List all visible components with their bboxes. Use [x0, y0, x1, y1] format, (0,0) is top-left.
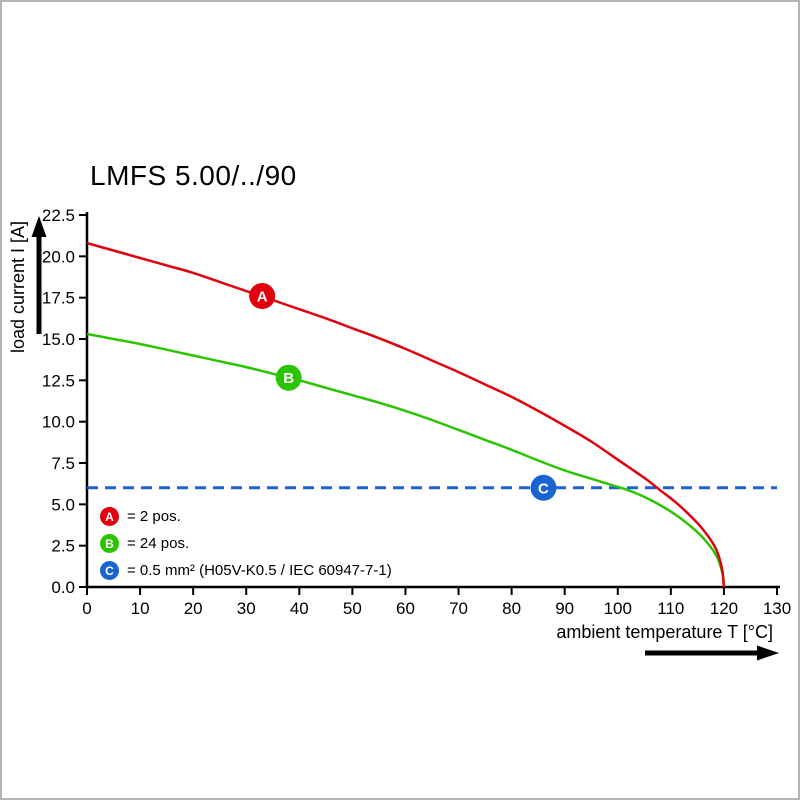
legend-row-c: C = 0.5 mm² (H05V-K0.5 / IEC 60947-7-1): [100, 557, 392, 584]
x-tick-label: 40: [290, 599, 309, 618]
series-c-badge-icon: C: [100, 561, 119, 580]
chart-title: LMFS 5.00/../90: [90, 160, 297, 191]
plot-area: 0 10 20 30 40 50 60 70 80 90 100 110 120 130 0.0 2.5 5.0…: [42, 206, 791, 618]
y-axis-arrow-icon: [31, 216, 47, 334]
curve-marker-A: A: [249, 283, 276, 310]
y-tick-label: 15.0: [42, 330, 75, 349]
legend-row-b-label: = 24 pos.: [127, 535, 190, 552]
x-tick-label: 50: [343, 599, 362, 618]
svg-text:C: C: [538, 480, 549, 497]
curve-marker-C: C: [530, 474, 557, 501]
x-tick-label: 60: [396, 599, 415, 618]
x-tick-label: 120: [710, 599, 738, 618]
x-tick-label: 130: [763, 599, 791, 618]
y-tick-label: 17.5: [42, 289, 75, 308]
y-tick-label: 20.0: [42, 247, 75, 266]
y-tick-label: 12.5: [42, 371, 75, 390]
y-tick-label: 5.0: [51, 495, 75, 514]
x-tick-label: 110: [657, 599, 684, 618]
legend-row-a: A = 2 pos.: [100, 503, 392, 530]
y-tick-label: 10.0: [42, 413, 75, 432]
legend-row-b: B = 24 pos.: [100, 530, 392, 557]
curve-B: [86, 332, 726, 588]
x-tick-label: 20: [184, 599, 203, 618]
x-tick-label: 10: [131, 599, 150, 618]
x-axis-arrow-icon: [645, 645, 779, 661]
axis-ticks: 0 10 20 30 40 50 60 70 80 90 100 110 120 130 0.0 2.5 5.0…: [42, 206, 791, 618]
chart-legend: A = 2 pos. B = 24 pos. C = 0.5 mm² (H05V…: [100, 503, 392, 584]
x-tick-label: 80: [502, 599, 521, 618]
y-tick-label: 22.5: [42, 206, 75, 225]
x-tick-label: 90: [555, 599, 574, 618]
y-tick-label: 0.0: [51, 578, 75, 597]
x-tick-label: 100: [604, 599, 632, 618]
legend-row-c-label: = 0.5 mm² (H05V-K0.5 / IEC 60947-7-1): [127, 562, 392, 579]
series-a-badge-icon: A: [100, 507, 119, 526]
x-axis-label: ambient temperature T [°C]: [556, 622, 773, 642]
curve-marker-B: B: [275, 364, 302, 391]
curve-A: [86, 241, 726, 588]
x-tick-label: 30: [237, 599, 256, 618]
svg-text:A: A: [257, 289, 268, 306]
svg-text:B: B: [283, 370, 294, 387]
series-b-badge-icon: B: [100, 534, 119, 553]
y-tick-label: 2.5: [51, 537, 75, 556]
y-tick-label: 7.5: [51, 454, 75, 473]
x-tick-label: 70: [449, 599, 468, 618]
legend-row-a-label: = 2 pos.: [127, 508, 181, 525]
x-tick-label: 0: [82, 599, 91, 618]
